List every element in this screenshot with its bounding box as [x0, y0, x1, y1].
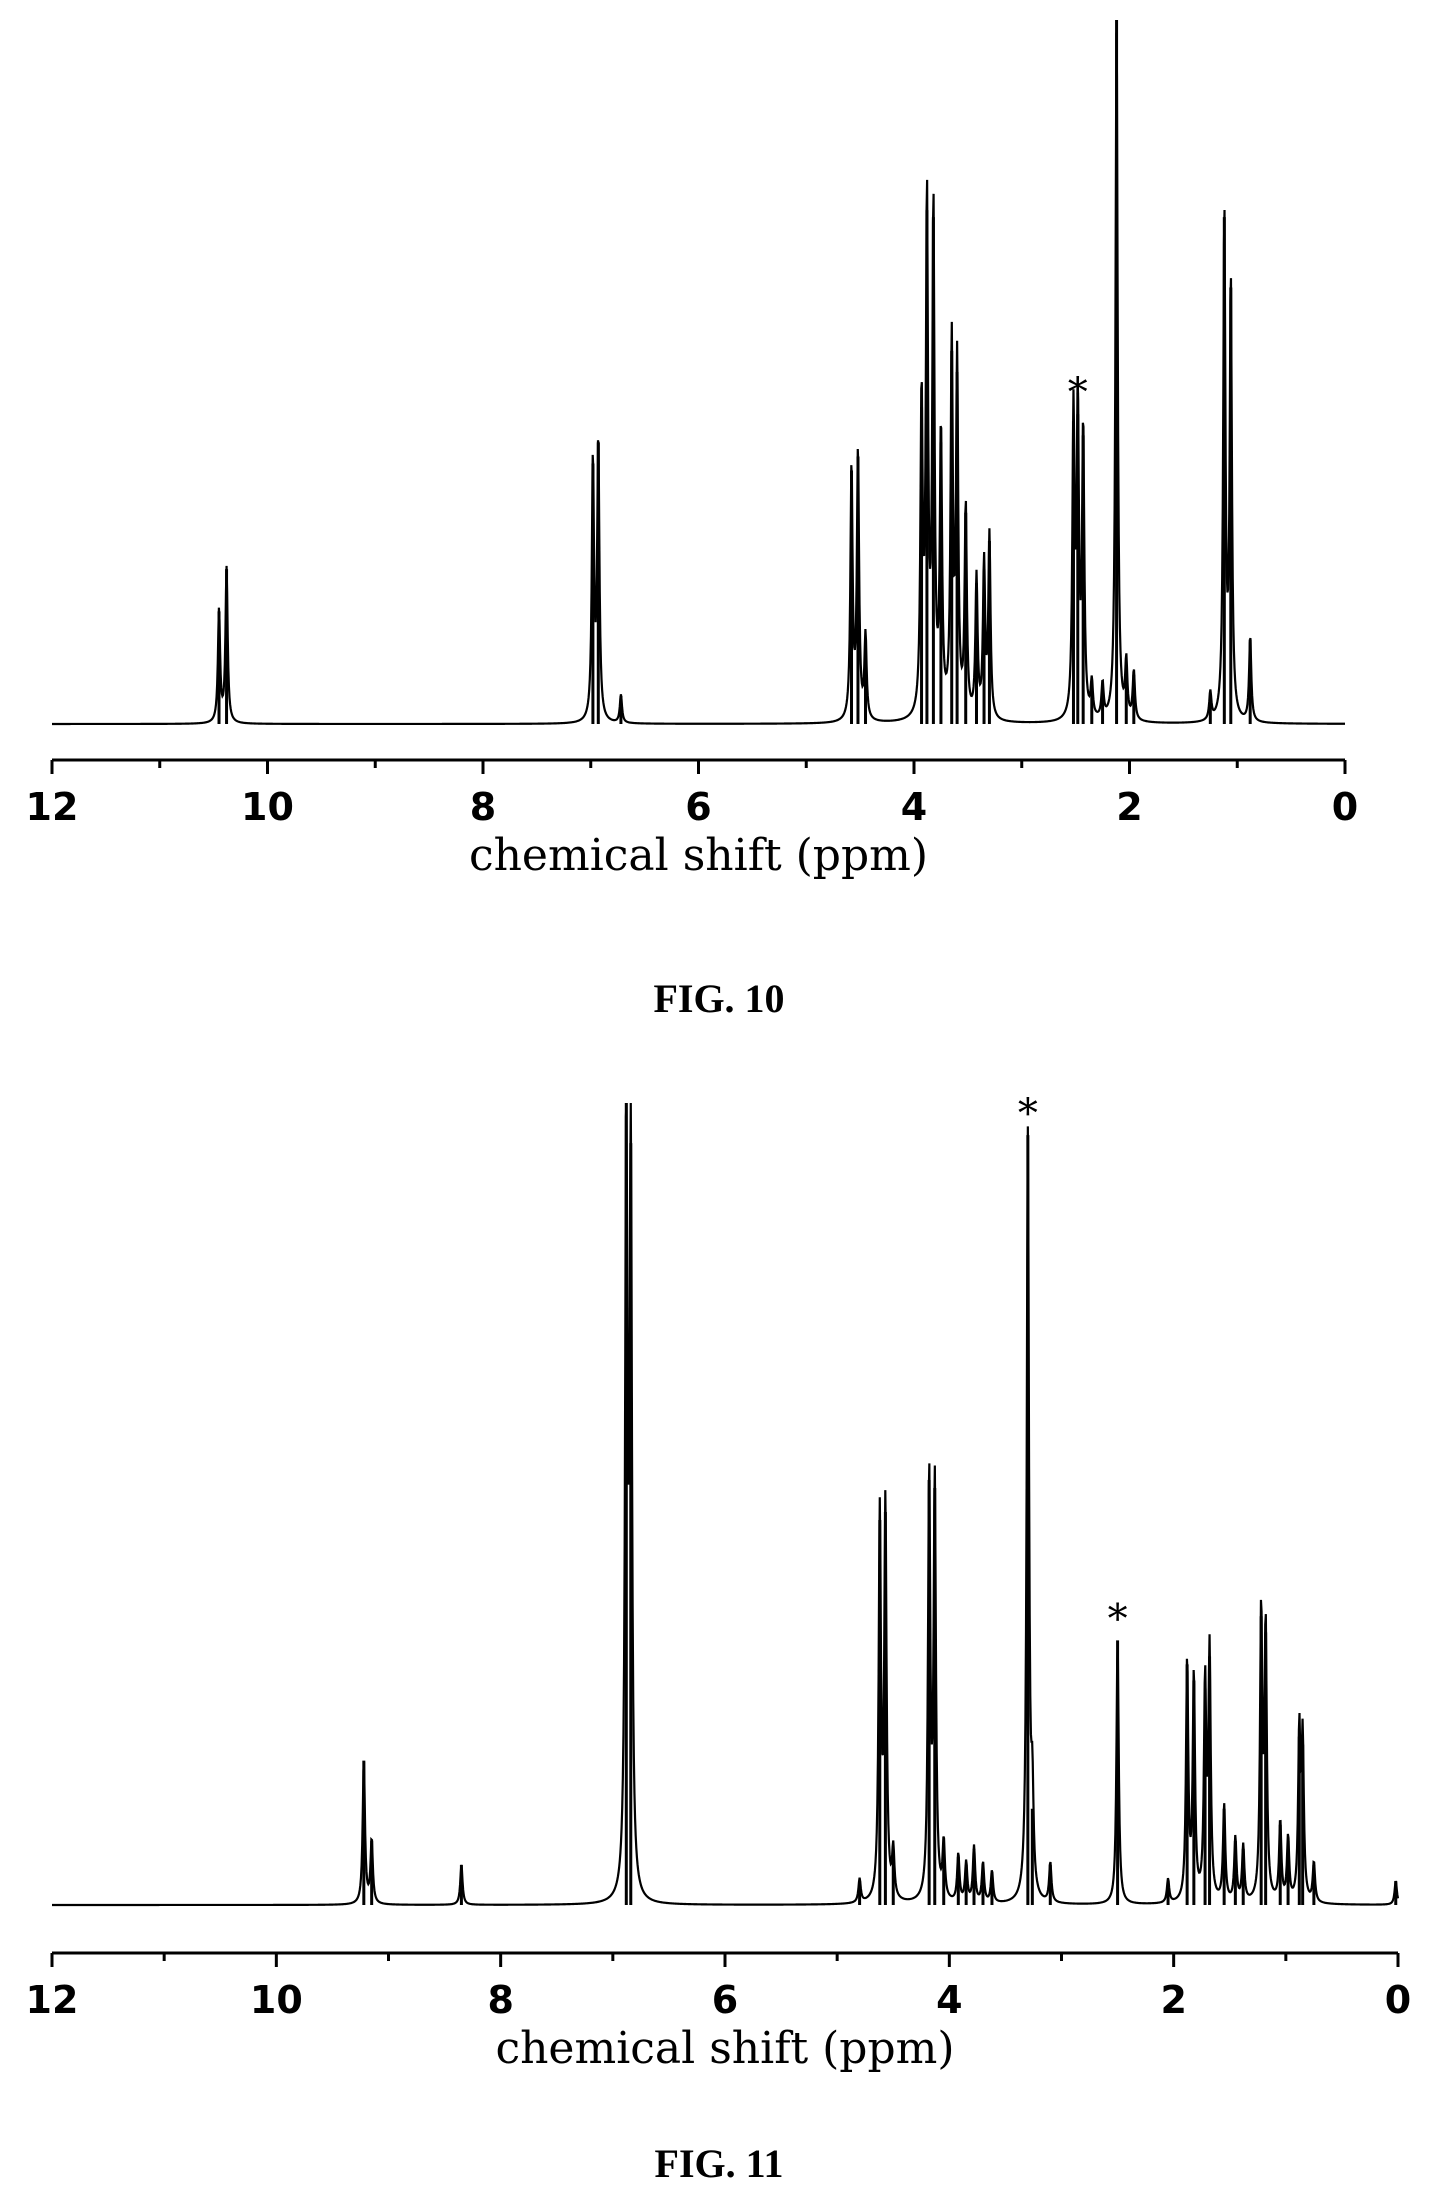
x-tick-label: 8 [487, 1978, 513, 2022]
x-tick-label: 6 [685, 785, 711, 829]
peak-annotation: * [1108, 1596, 1128, 1642]
x-tick-label: 10 [241, 785, 294, 829]
x-tick-label: 6 [712, 1978, 738, 2022]
figure-11: 12 10 8 6 4 2 0 chemical shift (ppm) * * FIG. 11 [0, 1060, 1438, 2210]
nmr-spectrum-chart-fig10: 12 10 8 6 4 2 0 chemical shift (ppm) * [26, 20, 1358, 881]
x-tick-label: 10 [250, 1978, 303, 2022]
x-axis-title: chemical shift (ppm) [495, 2023, 954, 2074]
x-tick-label: 2 [1160, 1978, 1186, 2022]
x-tick-label: 0 [1332, 785, 1358, 829]
peak-annotation: * [1068, 370, 1088, 416]
x-tick-label: 4 [936, 1978, 962, 2022]
spectrum-line [52, 32, 1345, 726]
figure-caption: FIG. 11 [654, 2141, 784, 2186]
spectrum-line [52, 1102, 1400, 1907]
x-tick-label: 4 [901, 785, 927, 829]
x-axis-title: chemical shift (ppm) [469, 830, 928, 881]
nmr-spectrum-chart-fig11: 12 10 8 6 4 2 0 chemical shift (ppm) * * [26, 1091, 1412, 2074]
peak-annotation: * [1018, 1091, 1038, 1137]
figure-caption: FIG. 10 [653, 976, 785, 1021]
x-tick-label: 12 [26, 785, 79, 829]
x-tick-label: 2 [1116, 785, 1142, 829]
x-tick-label: 8 [470, 785, 496, 829]
figure-10: 12 10 8 6 4 2 0 chemical shift (ppm) * FIG. 10 [0, 0, 1438, 1060]
x-tick-label: 12 [26, 1978, 79, 2022]
x-tick-label: 0 [1385, 1978, 1411, 2022]
